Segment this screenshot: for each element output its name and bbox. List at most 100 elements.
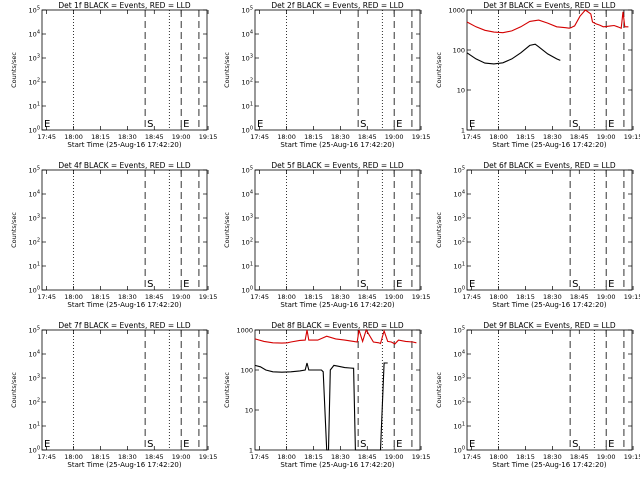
y-tick-label: 105 bbox=[454, 166, 465, 175]
x-tick-label: 19:00 bbox=[597, 453, 616, 461]
x-axis-label: Start Time (25-Aug-16 17:42:20) bbox=[492, 461, 606, 469]
x-tick-label: 18:45 bbox=[145, 453, 164, 461]
y-tick-label: 104 bbox=[454, 190, 465, 199]
y-tick-label: 102 bbox=[454, 398, 465, 407]
marker-e: E bbox=[396, 119, 402, 130]
x-axis-label: Start Time (25-Aug-16 17:42:20) bbox=[280, 141, 394, 149]
plot-frame bbox=[41, 9, 208, 131]
x-tick-label: 18:15 bbox=[91, 453, 110, 461]
x-tick-label: 18:45 bbox=[570, 133, 589, 141]
plot-frame bbox=[254, 329, 421, 451]
y-tick-label: 102 bbox=[454, 238, 465, 247]
y-tick-label: 100 bbox=[454, 446, 465, 455]
x-axis-label: Start Time (25-Aug-16 17:42:20) bbox=[492, 301, 606, 309]
marker-e: E bbox=[469, 119, 475, 130]
marker-e: E bbox=[396, 279, 402, 290]
marker-e: E bbox=[469, 279, 475, 290]
detector-panel: Det 9f BLACK = Events, RED = LLD 100 101 10… bbox=[435, 321, 640, 469]
x-tick-label: 18:45 bbox=[145, 133, 164, 141]
x-tick-label: 19:15 bbox=[199, 133, 218, 141]
x-tick-label: 18:15 bbox=[516, 453, 535, 461]
plot-frame bbox=[254, 9, 421, 131]
y-axis-label: Counts/sec bbox=[10, 372, 18, 408]
y-tick-label: 1000 bbox=[448, 7, 465, 15]
y-tick-label: 100 bbox=[29, 126, 40, 135]
x-tick-label: 19:00 bbox=[597, 133, 616, 141]
x-tick-label: 19:00 bbox=[597, 293, 616, 301]
x-tick-label: 18:30 bbox=[118, 453, 137, 461]
y-tick-label: 103 bbox=[454, 374, 465, 383]
panel-title: Det 4f BLACK = Events, RED = LLD bbox=[58, 161, 191, 170]
x-tick-label: 18:45 bbox=[358, 453, 377, 461]
y-tick-label: 10 bbox=[245, 407, 253, 415]
y-axis-label: Counts/sec bbox=[435, 372, 443, 408]
x-tick-label: 18:15 bbox=[516, 133, 535, 141]
x-tick-label: 18:00 bbox=[489, 133, 508, 141]
x-tick-label: 19:15 bbox=[412, 453, 431, 461]
x-tick-label: 18:45 bbox=[145, 293, 164, 301]
x-tick-label: 18:00 bbox=[489, 453, 508, 461]
marker-e: E bbox=[608, 279, 614, 290]
marker-e: E bbox=[183, 119, 189, 130]
plot-frame bbox=[41, 329, 208, 451]
x-tick-label: 19:00 bbox=[385, 293, 404, 301]
y-axis-label: Counts/sec bbox=[435, 52, 443, 88]
x-tick-label: 18:30 bbox=[331, 293, 350, 301]
panel-title: Det 7f BLACK = Events, RED = LLD bbox=[58, 321, 191, 330]
x-tick-label: 18:45 bbox=[358, 133, 377, 141]
marker-e: E bbox=[183, 279, 189, 290]
y-tick-label: 105 bbox=[29, 6, 40, 15]
x-tick-label: 18:00 bbox=[64, 293, 83, 301]
y-axis-label: Counts/sec bbox=[10, 212, 18, 248]
x-tick-label: 17:45 bbox=[462, 293, 481, 301]
marker-s: S bbox=[572, 119, 578, 130]
y-tick-label: 100 bbox=[453, 47, 465, 55]
panel-title: Det 8f BLACK = Events, RED = LLD bbox=[271, 321, 404, 330]
marker-e: E bbox=[608, 439, 614, 450]
x-tick-label: 19:15 bbox=[199, 453, 218, 461]
marker-s: S bbox=[360, 119, 366, 130]
y-tick-label: 105 bbox=[454, 326, 465, 335]
x-tick-label: 18:15 bbox=[516, 293, 535, 301]
y-tick-label: 101 bbox=[242, 102, 253, 111]
plot-frame bbox=[466, 169, 633, 291]
marker-s: S bbox=[147, 119, 153, 130]
x-tick-label: 18:30 bbox=[331, 453, 350, 461]
x-axis-label: Start Time (25-Aug-16 17:42:20) bbox=[67, 301, 181, 309]
x-tick-label: 17:45 bbox=[462, 453, 481, 461]
x-tick-label: 18:00 bbox=[64, 133, 83, 141]
x-tick-label: 18:30 bbox=[331, 133, 350, 141]
marker-s: S bbox=[572, 439, 578, 450]
y-tick-label: 104 bbox=[454, 350, 465, 359]
x-tick-label: 18:30 bbox=[543, 293, 562, 301]
y-tick-label: 100 bbox=[29, 286, 40, 295]
y-tick-label: 102 bbox=[242, 78, 253, 87]
x-tick-label: 18:00 bbox=[489, 293, 508, 301]
x-tick-label: 19:00 bbox=[172, 133, 191, 141]
x-tick-label: 18:00 bbox=[277, 453, 296, 461]
y-tick-label: 10 bbox=[457, 87, 465, 95]
y-tick-label: 103 bbox=[242, 54, 253, 63]
x-tick-label: 17:45 bbox=[37, 133, 56, 141]
detector-panel: Det 5f BLACK = Events, RED = LLD 100 101 10… bbox=[223, 161, 430, 309]
y-tick-label: 103 bbox=[242, 214, 253, 223]
x-tick-label: 17:45 bbox=[462, 133, 481, 141]
panel-title: Det 3f BLACK = Events, RED = LLD bbox=[483, 1, 616, 10]
x-tick-label: 18:30 bbox=[118, 293, 137, 301]
series-line bbox=[254, 362, 388, 451]
y-tick-label: 103 bbox=[29, 374, 40, 383]
y-tick-label: 102 bbox=[29, 78, 40, 87]
x-tick-label: 18:45 bbox=[570, 293, 589, 301]
x-tick-label: 17:45 bbox=[250, 293, 269, 301]
marker-s: S bbox=[147, 279, 153, 290]
x-tick-label: 19:15 bbox=[624, 293, 640, 301]
x-tick-label: 18:45 bbox=[570, 453, 589, 461]
x-axis-label: Start Time (25-Aug-16 17:42:20) bbox=[280, 301, 394, 309]
y-tick-label: 104 bbox=[29, 190, 40, 199]
marker-e: E bbox=[396, 439, 402, 450]
x-tick-label: 19:15 bbox=[624, 453, 640, 461]
y-tick-label: 104 bbox=[242, 190, 253, 199]
detector-panel: Det 8f BLACK = Events, RED = LLD 1 10 100 10… bbox=[223, 321, 430, 469]
marker-e: E bbox=[257, 119, 263, 130]
